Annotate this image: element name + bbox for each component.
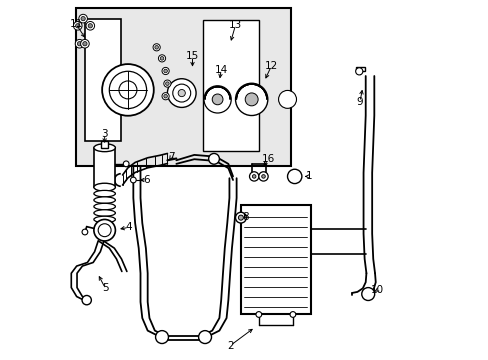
Text: 16: 16 [262, 154, 275, 164]
Circle shape [81, 17, 85, 21]
Text: 8: 8 [242, 212, 249, 221]
Bar [101, 140, 108, 148]
Circle shape [75, 40, 83, 48]
Circle shape [163, 69, 167, 73]
Bar [203, 21, 258, 151]
Circle shape [86, 22, 94, 30]
Text: 2: 2 [226, 341, 233, 351]
Circle shape [73, 22, 82, 30]
Ellipse shape [94, 144, 115, 152]
Bar [241, 205, 310, 315]
Circle shape [163, 94, 167, 98]
Circle shape [249, 172, 258, 181]
Circle shape [244, 93, 258, 106]
Circle shape [82, 41, 87, 46]
Circle shape [109, 71, 146, 109]
Circle shape [158, 55, 165, 62]
Circle shape [153, 44, 160, 51]
Circle shape [119, 81, 137, 99]
Bar [94, 148, 115, 187]
Circle shape [82, 229, 88, 235]
Text: 15: 15 [185, 51, 199, 61]
Circle shape [198, 330, 211, 343]
Text: 10: 10 [370, 285, 383, 295]
Ellipse shape [94, 210, 115, 216]
Circle shape [163, 80, 171, 87]
Circle shape [258, 172, 267, 181]
Circle shape [79, 14, 87, 23]
Circle shape [94, 220, 115, 241]
Circle shape [208, 153, 219, 164]
Circle shape [361, 288, 374, 301]
Text: 3: 3 [101, 129, 108, 139]
Circle shape [165, 82, 169, 85]
Text: 11: 11 [69, 19, 82, 29]
Circle shape [203, 86, 231, 113]
Bar [355, 67, 364, 71]
Ellipse shape [94, 203, 115, 210]
Circle shape [162, 67, 169, 75]
Ellipse shape [94, 216, 115, 223]
Ellipse shape [94, 190, 115, 197]
Circle shape [178, 90, 185, 96]
Text: 1: 1 [305, 171, 312, 181]
Text: 6: 6 [143, 175, 150, 185]
Text: 7: 7 [167, 152, 174, 162]
Text: 5: 5 [102, 283, 108, 293]
Circle shape [278, 90, 296, 108]
Ellipse shape [94, 197, 115, 203]
Circle shape [255, 312, 261, 318]
Circle shape [238, 215, 243, 220]
Circle shape [162, 93, 169, 100]
Text: 9: 9 [356, 97, 363, 107]
Circle shape [77, 41, 81, 46]
Circle shape [130, 177, 136, 183]
Text: 14: 14 [214, 64, 227, 75]
Circle shape [123, 161, 129, 167]
Circle shape [252, 175, 255, 178]
Text: 4: 4 [125, 222, 132, 232]
Circle shape [235, 83, 267, 116]
Bar [76, 8, 290, 166]
Text: 12: 12 [264, 61, 278, 71]
Circle shape [81, 40, 89, 48]
Circle shape [88, 24, 92, 28]
Circle shape [172, 84, 190, 102]
Circle shape [355, 68, 362, 75]
Text: 13: 13 [228, 20, 242, 30]
Circle shape [102, 64, 153, 116]
Circle shape [212, 94, 223, 105]
Circle shape [98, 224, 111, 237]
Circle shape [82, 296, 91, 305]
Circle shape [261, 175, 265, 178]
Circle shape [287, 169, 301, 184]
Circle shape [289, 312, 295, 318]
Circle shape [235, 212, 246, 223]
Circle shape [167, 79, 196, 107]
Circle shape [155, 45, 158, 49]
Circle shape [160, 57, 163, 60]
Bar [85, 19, 121, 140]
Circle shape [155, 330, 168, 343]
Circle shape [76, 24, 80, 28]
Ellipse shape [94, 183, 115, 191]
